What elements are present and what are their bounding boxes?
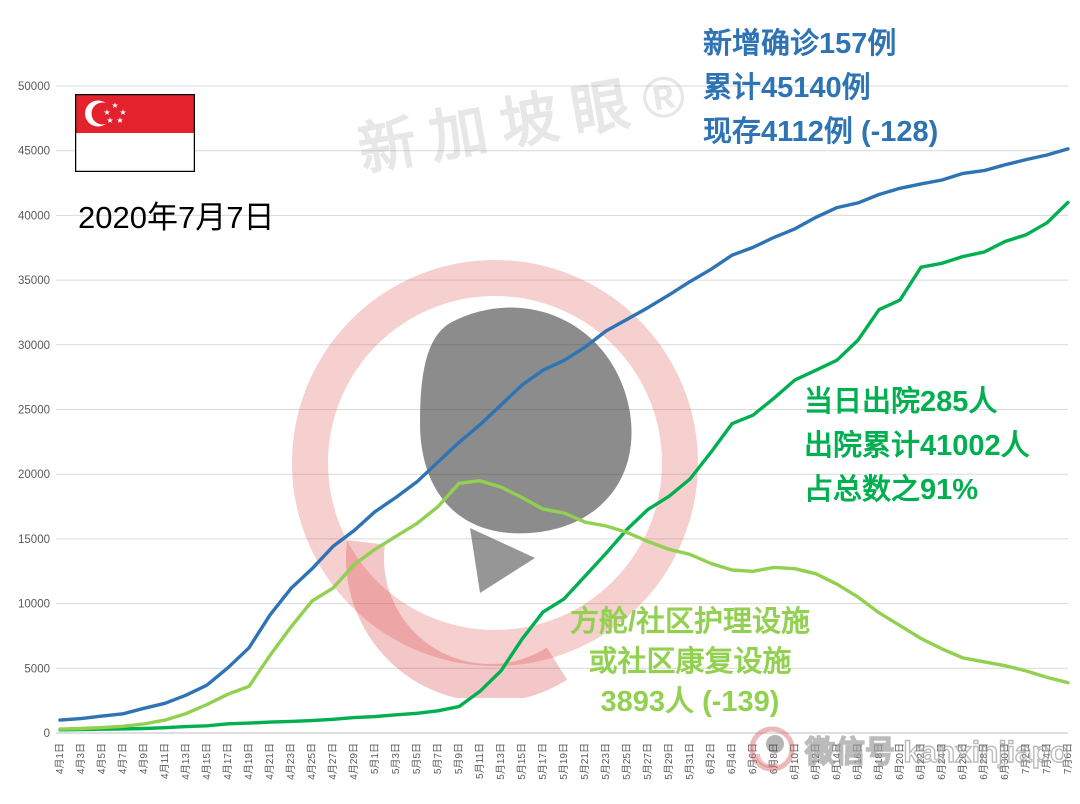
- svg-text:6月28日: 6月28日: [978, 743, 990, 780]
- singapore-flag: ★ ★ ★ ★ ★: [74, 93, 196, 173]
- svg-text:4月17日: 4月17日: [222, 743, 234, 780]
- svg-text:4月13日: 4月13日: [180, 743, 192, 780]
- svg-text:5月3日: 5月3日: [390, 743, 402, 774]
- svg-text:6月14日: 6月14日: [831, 743, 843, 780]
- svg-text:★: ★: [111, 101, 118, 110]
- discharged-annotation: 当日出院285人 出院累计41002人 占总数之91%: [804, 380, 1030, 512]
- svg-text:30000: 30000: [18, 340, 50, 352]
- svg-text:5月1日: 5月1日: [369, 743, 381, 774]
- svg-text:4月25日: 4月25日: [306, 743, 318, 780]
- confirmed-cases-annotation: 新增确诊157例 累计45140例 现存4112例 (-128): [703, 22, 938, 154]
- svg-text:5月21日: 5月21日: [579, 743, 591, 780]
- svg-text:40000: 40000: [18, 210, 50, 222]
- svg-text:4月7日: 4月7日: [117, 743, 129, 774]
- annotation-line: 占总数之91%: [804, 474, 979, 506]
- svg-text:4月29日: 4月29日: [348, 743, 360, 780]
- svg-text:10000: 10000: [18, 599, 50, 611]
- annotation-line: 新增确诊157例: [703, 28, 897, 60]
- svg-text:5月5日: 5月5日: [411, 743, 423, 774]
- svg-text:4月1日: 4月1日: [54, 743, 66, 774]
- svg-text:20000: 20000: [18, 469, 50, 481]
- svg-text:6月10日: 6月10日: [789, 743, 801, 780]
- svg-text:7月6日: 7月6日: [1062, 743, 1074, 774]
- annotation-line: 或社区康复设施: [588, 646, 792, 678]
- svg-text:4月15日: 4月15日: [201, 743, 213, 780]
- svg-text:6月18日: 6月18日: [873, 743, 885, 780]
- svg-text:5月19日: 5月19日: [558, 743, 570, 780]
- svg-text:5月7日: 5月7日: [432, 743, 444, 774]
- svg-text:★: ★: [119, 108, 126, 117]
- svg-text:7月4日: 7月4日: [1041, 743, 1053, 774]
- date-label: 2020年7月7日: [78, 200, 275, 235]
- svg-text:4月9日: 4月9日: [138, 743, 150, 774]
- small-logo-icon: [749, 726, 795, 772]
- svg-text:4月3日: 4月3日: [75, 743, 87, 774]
- svg-text:5月15日: 5月15日: [516, 743, 528, 780]
- bottom-watermark-text: 微信号 kanxinjiapo: [804, 735, 1069, 769]
- svg-text:25000: 25000: [18, 405, 50, 417]
- svg-text:5月27日: 5月27日: [642, 743, 654, 780]
- singapore-flag-icon: ★ ★ ★ ★ ★: [74, 93, 196, 173]
- annotation-line: 方舱/社区护理设施: [569, 606, 811, 638]
- bottom-watermark: 微信号 kanxinjiapo: [745, 722, 1069, 776]
- svg-text:4月19日: 4月19日: [243, 743, 255, 780]
- svg-text:5月29日: 5月29日: [663, 743, 675, 780]
- svg-text:5月11日: 5月11日: [474, 743, 486, 779]
- facility-annotation: 方舱/社区护理设施 或社区康复设施 3893人 (-139): [440, 602, 940, 722]
- svg-text:5000: 5000: [24, 663, 50, 675]
- svg-text:4月23日: 4月23日: [285, 743, 297, 780]
- svg-text:5月25日: 5月25日: [621, 743, 633, 780]
- svg-text:6月6日: 6月6日: [747, 743, 759, 774]
- svg-text:4月21日: 4月21日: [264, 743, 276, 780]
- svg-text:5月23日: 5月23日: [600, 743, 612, 780]
- svg-text:6月12日: 6月12日: [810, 743, 822, 780]
- svg-text:6月22日: 6月22日: [915, 743, 927, 780]
- annotation-line: 当日出院285人: [804, 386, 998, 418]
- svg-text:6月26日: 6月26日: [957, 743, 969, 780]
- svg-text:5月31日: 5月31日: [684, 743, 696, 780]
- svg-text:7月2日: 7月2日: [1020, 743, 1032, 774]
- svg-text:6月4日: 6月4日: [726, 743, 738, 774]
- svg-text:0: 0: [44, 728, 50, 740]
- svg-text:6月16日: 6月16日: [852, 743, 864, 780]
- svg-text:15000: 15000: [18, 534, 50, 546]
- svg-text:6月8日: 6月8日: [768, 743, 780, 774]
- svg-text:6月24日: 6月24日: [936, 743, 948, 780]
- svg-text:50000: 50000: [18, 81, 50, 93]
- svg-text:5月17日: 5月17日: [537, 743, 549, 780]
- svg-text:★: ★: [106, 116, 113, 125]
- svg-text:35000: 35000: [18, 275, 50, 287]
- annotation-line: 出院累计41002人: [804, 430, 1030, 462]
- annotation-line: 3893人 (-139): [600, 686, 780, 718]
- svg-text:6月30日: 6月30日: [999, 743, 1011, 780]
- annotation-line: 现存4112例 (-128): [703, 116, 939, 148]
- svg-text:45000: 45000: [18, 146, 50, 158]
- svg-text:5月9日: 5月9日: [453, 743, 465, 774]
- svg-text:4月27日: 4月27日: [327, 743, 339, 780]
- svg-text:4月5日: 4月5日: [96, 743, 108, 774]
- svg-text:★: ★: [116, 116, 123, 125]
- svg-text:5月13日: 5月13日: [495, 743, 507, 780]
- svg-text:6月20日: 6月20日: [894, 743, 906, 780]
- annotation-line: 累计45140例: [703, 72, 871, 104]
- svg-text:★: ★: [103, 108, 110, 117]
- svg-text:4月11日: 4月11日: [159, 743, 171, 779]
- svg-text:6月2日: 6月2日: [705, 743, 717, 774]
